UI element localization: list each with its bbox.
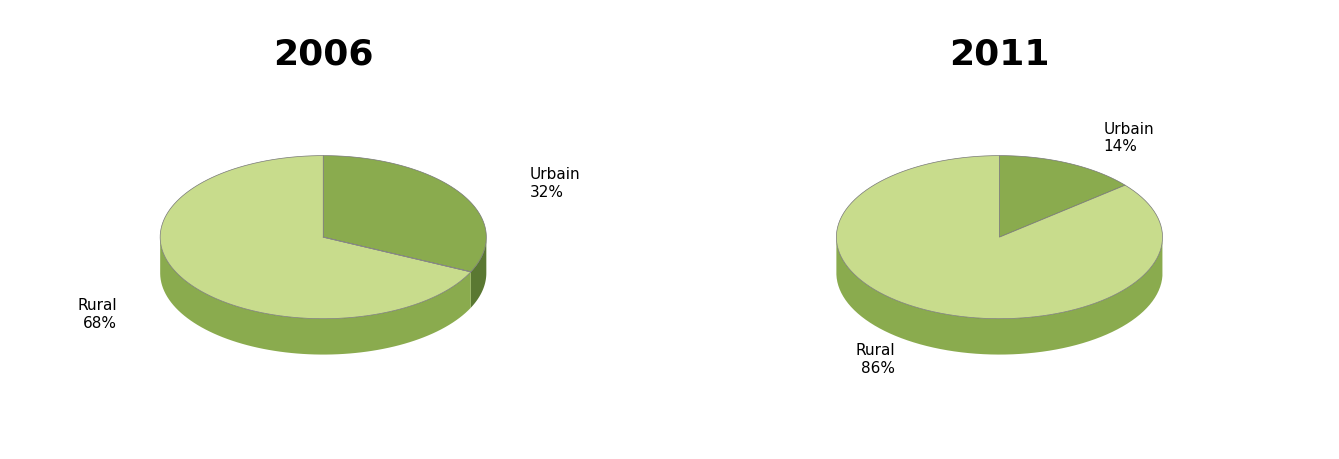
Polygon shape — [161, 156, 471, 319]
Text: 2006: 2006 — [273, 38, 374, 72]
Text: Rural
68%: Rural 68% — [78, 297, 116, 330]
Polygon shape — [837, 156, 1162, 319]
Text: Rural
86%: Rural 86% — [856, 342, 896, 375]
Polygon shape — [161, 238, 471, 355]
Polygon shape — [471, 238, 486, 308]
Polygon shape — [837, 239, 1162, 355]
Polygon shape — [323, 156, 486, 272]
Text: Urbain
14%: Urbain 14% — [1103, 122, 1154, 154]
Text: 2011: 2011 — [949, 38, 1050, 72]
Text: Urbain
32%: Urbain 32% — [530, 167, 580, 199]
Polygon shape — [999, 156, 1125, 238]
